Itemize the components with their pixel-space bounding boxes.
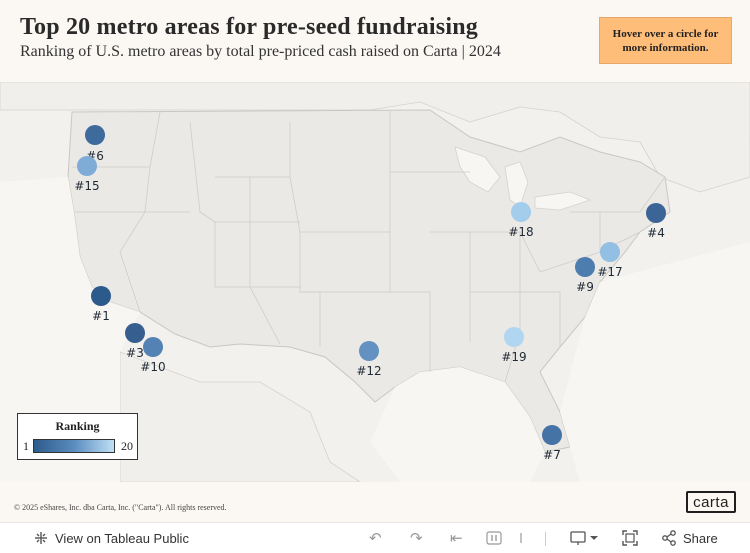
metro-marker-rank-9[interactable]: Washington DC: [575, 257, 595, 277]
metro-label-rank-12: #12: [356, 364, 381, 378]
share-icon: [662, 530, 676, 546]
share-label: Share: [683, 530, 718, 546]
metro-marker-rank-19[interactable]: Atlanta: [504, 327, 524, 347]
metro-marker-rank-18[interactable]: Chicago: [511, 202, 531, 222]
view-on-tableau-label: View on Tableau Public: [55, 530, 189, 546]
carta-logo[interactable]: carta: [686, 491, 736, 513]
hover-hint-text: Hover over a circle for more information…: [612, 27, 719, 54]
metro-marker-rank-1[interactable]: San Francisco Bay Area: [91, 286, 111, 306]
pause-icon[interactable]: [486, 523, 502, 553]
revert-icon[interactable]: ⇤: [450, 530, 463, 547]
tableau-toolbar: View on Tableau Public ↶ ↷ ⇤ Share: [0, 522, 750, 553]
metro-label-rank-18: #18: [508, 225, 533, 239]
hover-hint-box: Hover over a circle for more information…: [599, 17, 732, 64]
legend-color-bar: [33, 439, 115, 453]
legend-max-value: 20: [121, 439, 133, 453]
redo-icon[interactable]: ↷: [410, 530, 423, 547]
refresh-icon[interactable]: [517, 523, 525, 553]
metro-label-rank-3: #3: [126, 346, 144, 360]
metro-label-rank-9: #9: [576, 280, 594, 294]
metro-label-rank-1: #1: [92, 309, 110, 323]
metro-marker-rank-15[interactable]: Portland: [77, 156, 97, 176]
marker-layer: San Francisco Bay Area #1 Los Angeles #3 New…: [74, 125, 666, 462]
legend-title: Ranking: [55, 419, 100, 433]
copyright-notice: © 2025 eShares, Inc. dba Carta, Inc. ("C…: [14, 503, 227, 512]
metro-label-rank-17: #17: [597, 265, 622, 279]
fullscreen-button[interactable]: [622, 523, 638, 553]
metro-marker-rank-7[interactable]: Miami: [542, 425, 562, 445]
download-button[interactable]: [570, 523, 598, 553]
undo-icon[interactable]: ↶: [369, 530, 382, 547]
ranking-legend: Ranking 1 20: [17, 413, 138, 460]
page-subtitle: Ranking of U.S. metro areas by total pre…: [20, 43, 501, 60]
metro-marker-rank-12[interactable]: Austin: [359, 341, 379, 361]
metro-marker-rank-6[interactable]: Seattle: [85, 125, 105, 145]
share-button[interactable]: Share: [661, 523, 718, 553]
metro-marker-rank-10[interactable]: San Diego: [143, 337, 163, 357]
metro-marker-rank-3[interactable]: Los Angeles: [125, 323, 145, 343]
metro-label-rank-19: #19: [501, 350, 526, 364]
carta-logo-text: carta: [693, 493, 729, 511]
metro-label-rank-4: #4: [647, 226, 665, 240]
legend-min-value: 1: [23, 439, 29, 453]
fullscreen-icon: [622, 530, 638, 546]
metro-marker-rank-4[interactable]: New York: [646, 203, 666, 223]
metro-marker-rank-17[interactable]: Philadelphia: [600, 242, 620, 262]
download-icon: [570, 531, 598, 545]
metro-label-rank-7: #7: [543, 448, 561, 462]
tableau-icon: [35, 532, 47, 544]
page-title: Top 20 metro areas for pre-seed fundrais…: [20, 14, 478, 40]
metro-label-rank-10: #10: [140, 360, 165, 374]
toolbar-divider: [545, 532, 546, 546]
metro-label-rank-15: #15: [74, 179, 99, 193]
view-on-tableau-button[interactable]: View on Tableau Public: [33, 523, 189, 553]
